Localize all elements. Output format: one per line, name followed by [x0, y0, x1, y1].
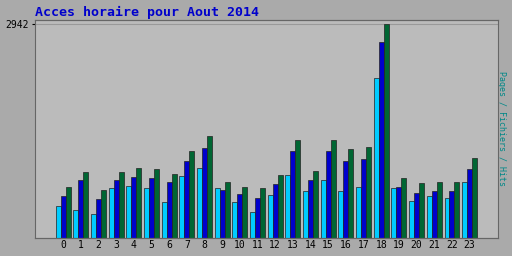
Bar — [167, 183, 172, 238]
Bar — [131, 177, 136, 238]
Bar — [392, 188, 396, 238]
Bar — [260, 188, 265, 238]
Bar — [255, 198, 260, 238]
Bar — [401, 178, 407, 238]
Bar — [308, 180, 313, 238]
Bar — [321, 180, 326, 238]
Bar — [232, 202, 238, 238]
Bar — [238, 194, 242, 238]
Bar — [361, 158, 366, 238]
Bar — [273, 184, 278, 238]
Bar — [467, 169, 472, 238]
Bar — [91, 214, 96, 238]
Bar — [96, 199, 101, 238]
Bar — [437, 183, 442, 238]
Bar — [419, 183, 424, 238]
Bar — [348, 149, 353, 238]
Bar — [225, 183, 229, 238]
Bar — [126, 186, 131, 238]
Bar — [197, 168, 202, 238]
Bar — [144, 188, 149, 238]
Bar — [78, 180, 83, 238]
Bar — [149, 178, 154, 238]
Bar — [444, 198, 450, 238]
Bar — [379, 42, 383, 238]
Bar — [396, 187, 401, 238]
Bar — [242, 187, 247, 238]
Bar — [162, 202, 167, 238]
Bar — [184, 161, 189, 238]
Bar — [432, 191, 437, 238]
Bar — [56, 206, 60, 238]
Bar — [450, 191, 455, 238]
Bar — [119, 172, 123, 238]
Bar — [286, 175, 290, 238]
Y-axis label: Pages / Fichiers / Hits: Pages / Fichiers / Hits — [498, 71, 506, 186]
Bar — [326, 151, 331, 238]
Text: Acces horaire pour Aout 2014: Acces horaire pour Aout 2014 — [35, 6, 259, 19]
Bar — [109, 188, 114, 238]
Bar — [114, 180, 119, 238]
Bar — [189, 151, 194, 238]
Bar — [179, 176, 184, 238]
Bar — [313, 171, 318, 238]
Bar — [136, 168, 141, 238]
Bar — [455, 183, 459, 238]
Bar — [414, 193, 419, 238]
Bar — [215, 188, 220, 238]
Bar — [66, 187, 71, 238]
Bar — [383, 24, 389, 238]
Bar — [172, 174, 177, 238]
Bar — [278, 175, 283, 238]
Bar — [356, 187, 361, 238]
Bar — [268, 195, 273, 238]
Bar — [220, 190, 225, 238]
Bar — [427, 196, 432, 238]
Bar — [409, 201, 414, 238]
Bar — [366, 147, 371, 238]
Bar — [207, 136, 212, 238]
Bar — [303, 191, 308, 238]
Bar — [472, 158, 477, 238]
Bar — [462, 183, 467, 238]
Bar — [202, 148, 207, 238]
Bar — [338, 191, 344, 238]
Bar — [101, 190, 106, 238]
Bar — [250, 211, 255, 238]
Bar — [295, 140, 301, 238]
Bar — [290, 151, 295, 238]
Bar — [60, 196, 66, 238]
Bar — [374, 78, 379, 238]
Bar — [83, 172, 88, 238]
Bar — [154, 169, 159, 238]
Bar — [73, 210, 78, 238]
Bar — [331, 140, 336, 238]
Bar — [344, 161, 348, 238]
